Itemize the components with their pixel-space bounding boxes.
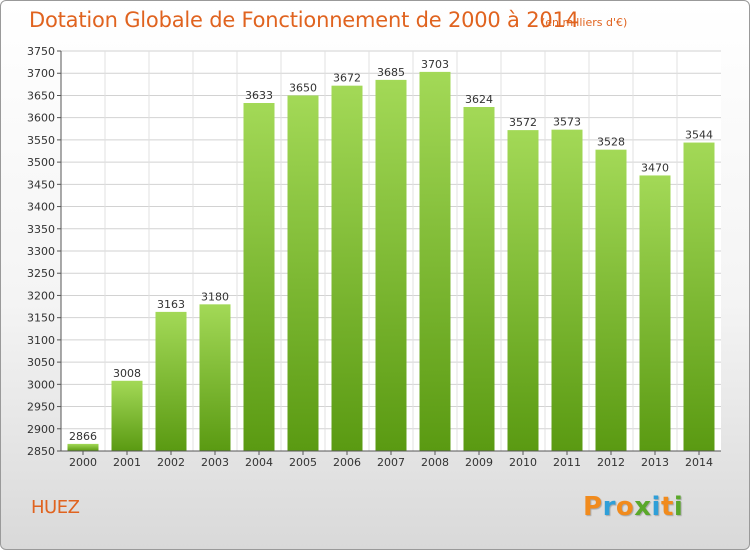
y-tick-label: 3600 xyxy=(27,112,55,125)
bar-value-label: 3572 xyxy=(509,116,537,129)
bar-value-label: 3672 xyxy=(333,72,361,85)
bar[interactable] xyxy=(683,142,715,452)
bar-value-label: 3703 xyxy=(421,58,449,71)
y-tick-label: 3250 xyxy=(27,267,55,280)
x-tick-label: 2000 xyxy=(69,456,97,469)
bar-value-label: 3470 xyxy=(641,161,669,174)
logo-letter: r xyxy=(602,492,616,522)
x-tick-label: 2007 xyxy=(377,456,405,469)
bar[interactable] xyxy=(243,103,275,451)
bar-value-label: 3544 xyxy=(685,129,713,142)
bar[interactable] xyxy=(155,311,187,451)
y-tick-label: 3000 xyxy=(27,378,55,391)
x-tick-label: 2002 xyxy=(157,456,185,469)
bar-value-label: 3573 xyxy=(553,116,581,129)
x-tick-label: 2008 xyxy=(421,456,449,469)
bar[interactable] xyxy=(111,380,143,451)
x-tick-label: 2004 xyxy=(245,456,273,469)
bar[interactable] xyxy=(419,71,451,451)
bar-value-label: 3650 xyxy=(289,81,317,94)
y-tick-label: 3300 xyxy=(27,245,55,258)
bar-value-label: 3528 xyxy=(597,136,625,149)
bar[interactable] xyxy=(507,130,539,451)
x-tick-label: 2012 xyxy=(597,456,625,469)
y-tick-label: 2950 xyxy=(27,401,55,414)
x-tick-label: 2001 xyxy=(113,456,141,469)
y-tick-label: 3050 xyxy=(27,356,55,369)
bar[interactable] xyxy=(463,107,495,451)
y-tick-label: 3150 xyxy=(27,312,55,325)
y-tick-label: 3550 xyxy=(27,134,55,147)
y-tick-label: 3200 xyxy=(27,289,55,302)
y-tick-label: 2850 xyxy=(27,445,55,458)
bar[interactable] xyxy=(67,443,99,451)
x-tick-label: 2009 xyxy=(465,456,493,469)
logo-letter: x xyxy=(634,492,652,522)
bar[interactable] xyxy=(199,304,231,451)
logo-letter: i xyxy=(651,492,661,522)
y-tick-label: 3700 xyxy=(27,67,55,80)
x-tick-label: 2011 xyxy=(553,456,581,469)
chart-title: Dotation Globale de Fonctionnement de 20… xyxy=(29,8,579,32)
x-tick-label: 2010 xyxy=(509,456,537,469)
y-tick-label: 3350 xyxy=(27,223,55,236)
x-tick-label: 2005 xyxy=(289,456,317,469)
chart-unit-label: (en milliers d'€) xyxy=(541,16,628,29)
bar-value-label: 3685 xyxy=(377,66,405,79)
y-tick-label: 3500 xyxy=(27,156,55,169)
bar[interactable] xyxy=(331,85,363,452)
x-tick-label: 2003 xyxy=(201,456,229,469)
x-tick-label: 2006 xyxy=(333,456,361,469)
y-tick-label: 3450 xyxy=(27,178,55,191)
bar-value-label: 3008 xyxy=(113,367,141,380)
logo-letter: o xyxy=(615,492,635,522)
bar-value-label: 2866 xyxy=(69,430,97,443)
proxiti-logo[interactable]: Proxiti xyxy=(583,492,683,522)
bar-value-label: 3163 xyxy=(157,298,185,311)
y-tick-label: 3650 xyxy=(27,89,55,102)
bar-value-label: 3624 xyxy=(465,93,493,106)
bar[interactable] xyxy=(595,149,627,451)
commune-name: HUEZ xyxy=(31,497,80,518)
bar[interactable] xyxy=(551,129,583,451)
bar[interactable] xyxy=(375,79,407,451)
y-tick-label: 3400 xyxy=(27,201,55,214)
logo-letter: P xyxy=(583,492,603,522)
bar-value-label: 3633 xyxy=(245,89,273,102)
bar[interactable] xyxy=(639,175,671,451)
x-tick-label: 2013 xyxy=(641,456,669,469)
bar-value-label: 3180 xyxy=(201,290,229,303)
bar[interactable] xyxy=(287,95,319,451)
logo-letter: i xyxy=(673,492,684,522)
y-tick-label: 3100 xyxy=(27,334,55,347)
logo-letter: t xyxy=(660,492,674,522)
y-tick-label: 3750 xyxy=(27,45,55,58)
x-tick-label: 2014 xyxy=(685,456,713,469)
y-tick-label: 2900 xyxy=(27,423,55,436)
